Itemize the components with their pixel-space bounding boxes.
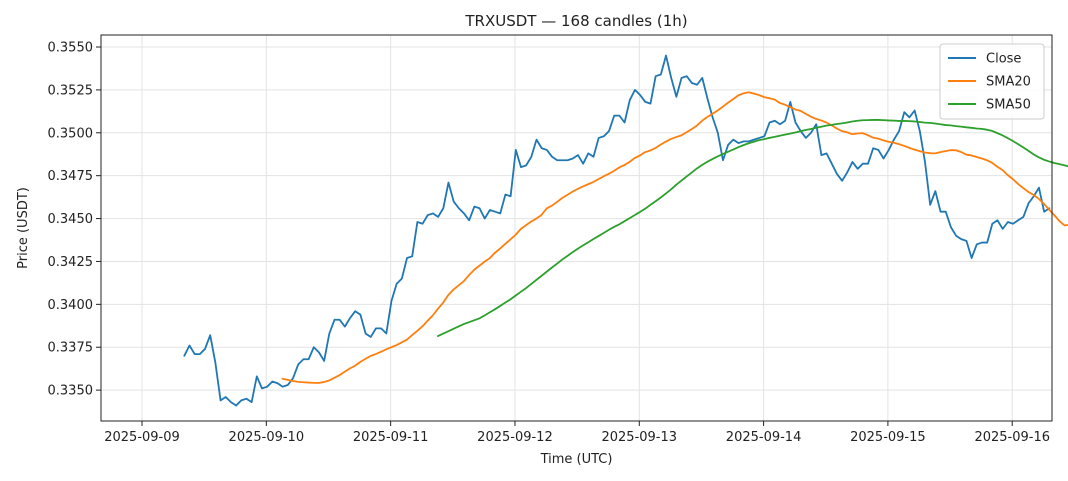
x-tick-label: 2025-09-14 <box>726 430 802 445</box>
x-tick-label: 2025-09-09 <box>104 430 180 445</box>
series-close-line <box>183 54 1051 407</box>
series-sma20-line <box>281 91 1068 384</box>
legend: Close SMA20 SMA50 <box>939 43 1045 120</box>
y-tick-label: 0.3425 <box>48 255 94 270</box>
y-tick-label: 0.3350 <box>48 384 94 399</box>
chart-title: TRXUSDT — 168 candles (1h) <box>464 12 687 30</box>
y-tick-label: 0.3475 <box>48 169 94 184</box>
legend-box <box>939 43 1045 120</box>
x-tick-label: 2025-09-13 <box>601 430 677 445</box>
x-tick-label: 2025-09-15 <box>850 430 926 445</box>
x-tick-label: 2025-09-16 <box>974 430 1050 445</box>
x-axis: 2025-09-09 2025-09-10 2025-09-11 2025-09-12… <box>104 421 1050 445</box>
series-sma50-line <box>436 119 1068 337</box>
y-axis-label: Price (USDT) <box>16 187 31 269</box>
y-tick-label: 0.3525 <box>48 83 94 98</box>
legend-label-sma50: SMA50 <box>986 98 1031 113</box>
series-layer <box>183 54 1068 407</box>
legend-label-sma20: SMA20 <box>986 75 1031 90</box>
plot-frame <box>100 34 1053 422</box>
y-tick-label: 0.3450 <box>48 212 94 227</box>
y-tick-label: 0.3375 <box>48 341 94 356</box>
y-tick-label: 0.3500 <box>48 126 94 141</box>
y-tick-label: 0.3400 <box>48 298 94 313</box>
y-axis: 0.3350 0.3375 0.3400 0.3425 0.3450 0.3475 0.35… <box>48 41 101 399</box>
x-tick-label: 2025-09-10 <box>229 430 305 445</box>
y-tick-label: 0.3550 <box>48 41 94 56</box>
grid <box>101 35 1052 421</box>
x-tick-label: 2025-09-12 <box>477 430 553 445</box>
x-axis-label: Time (UTC) <box>540 452 613 467</box>
x-tick-label: 2025-09-11 <box>353 430 429 445</box>
legend-label-close: Close <box>986 52 1021 67</box>
